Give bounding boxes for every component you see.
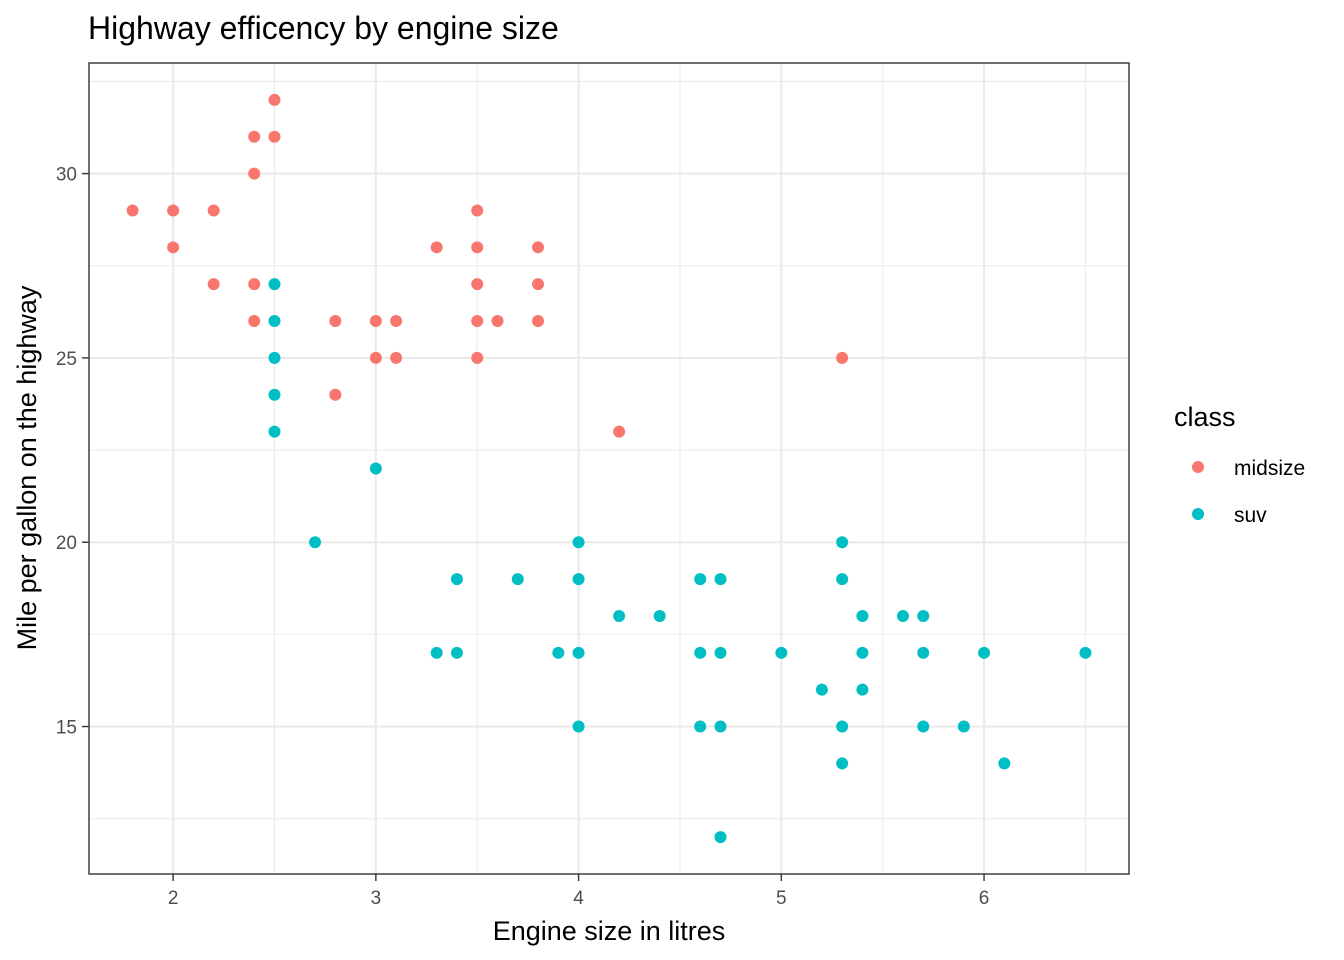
data-point-suv (268, 315, 281, 328)
data-point-suv (572, 573, 585, 586)
data-point-suv (856, 609, 869, 622)
minor-gridlines (89, 63, 1129, 874)
data-point-suv (450, 646, 463, 659)
legend: class midsize suv (1174, 402, 1305, 527)
legend-key-midsize (1192, 461, 1204, 473)
data-point-midsize (207, 204, 220, 217)
data-point-suv (613, 609, 626, 622)
data-points (126, 93, 1092, 844)
legend-title: class (1174, 402, 1236, 432)
y-axis-ticks: 15 20 25 30 (56, 165, 89, 739)
data-point-midsize (471, 204, 484, 217)
data-point-suv (268, 425, 281, 438)
data-point-midsize (268, 93, 281, 106)
data-point-suv (836, 757, 849, 770)
data-point-suv (896, 609, 909, 622)
y-axis-title: Mile per gallon on the highway (12, 285, 42, 650)
data-point-midsize (369, 351, 382, 364)
data-point-suv (714, 573, 727, 586)
data-point-midsize (390, 315, 403, 328)
data-point-suv (714, 831, 727, 844)
data-point-suv (450, 573, 463, 586)
x-tick-label: 3 (371, 888, 382, 909)
data-point-midsize (390, 351, 403, 364)
major-gridlines (89, 63, 1129, 874)
data-point-midsize (491, 315, 504, 328)
data-point-suv (268, 278, 281, 291)
data-point-midsize (532, 315, 545, 328)
data-point-midsize (248, 130, 261, 143)
y-tick-label: 20 (56, 533, 77, 554)
data-point-midsize (126, 204, 139, 217)
data-point-midsize (329, 388, 342, 401)
data-point-midsize (471, 241, 484, 254)
data-point-midsize (532, 278, 545, 291)
data-point-suv (552, 646, 565, 659)
legend-label-midsize: midsize (1234, 457, 1305, 480)
data-point-suv (836, 720, 849, 733)
data-point-suv (998, 757, 1011, 770)
data-point-midsize (430, 241, 443, 254)
data-point-suv (309, 536, 322, 549)
data-point-midsize (207, 278, 220, 291)
data-point-suv (694, 720, 707, 733)
legend-key-suv (1192, 508, 1204, 520)
data-point-suv (957, 720, 970, 733)
data-point-suv (268, 388, 281, 401)
panel-border (88, 62, 1130, 875)
data-point-midsize (836, 351, 849, 364)
data-point-suv (917, 609, 930, 622)
x-tick-label: 6 (979, 888, 990, 909)
data-point-suv (856, 683, 869, 696)
chart-title: Highway efficency by engine size (88, 10, 559, 46)
x-axis-ticks: 2 3 4 5 6 (168, 874, 989, 909)
data-point-midsize (532, 241, 545, 254)
x-tick-label: 4 (573, 888, 584, 909)
data-point-suv (815, 683, 828, 696)
x-tick-label: 5 (776, 888, 787, 909)
y-tick-label: 25 (56, 349, 77, 370)
data-point-midsize (471, 351, 484, 364)
data-point-midsize (369, 315, 382, 328)
data-point-suv (694, 573, 707, 586)
data-point-midsize (248, 167, 261, 180)
y-tick-label: 15 (56, 718, 77, 739)
data-point-suv (430, 646, 443, 659)
data-point-suv (714, 646, 727, 659)
data-point-midsize (248, 278, 261, 291)
data-point-suv (714, 720, 727, 733)
legend-label-suv: suv (1234, 504, 1267, 527)
data-point-suv (978, 646, 991, 659)
y-tick-label: 30 (56, 165, 77, 186)
data-point-midsize (613, 425, 626, 438)
data-point-midsize (167, 204, 180, 217)
data-point-suv (775, 646, 788, 659)
data-point-suv (694, 646, 707, 659)
data-point-suv (572, 536, 585, 549)
data-point-midsize (329, 315, 342, 328)
x-axis-title: Engine size in litres (493, 916, 726, 946)
data-point-suv (1079, 646, 1092, 659)
data-point-suv (917, 720, 930, 733)
data-point-suv (836, 573, 849, 586)
x-tick-label: 2 (168, 888, 179, 909)
data-point-suv (369, 462, 382, 475)
data-point-suv (572, 646, 585, 659)
data-point-midsize (268, 130, 281, 143)
data-point-midsize (471, 278, 484, 291)
data-point-suv (856, 646, 869, 659)
data-point-suv (836, 536, 849, 549)
data-point-midsize (248, 315, 261, 328)
data-point-midsize (471, 315, 484, 328)
data-point-suv (653, 609, 666, 622)
data-point-suv (511, 573, 524, 586)
data-point-suv (268, 351, 281, 364)
data-point-suv (572, 720, 585, 733)
data-point-midsize (167, 241, 180, 254)
data-point-suv (917, 646, 930, 659)
